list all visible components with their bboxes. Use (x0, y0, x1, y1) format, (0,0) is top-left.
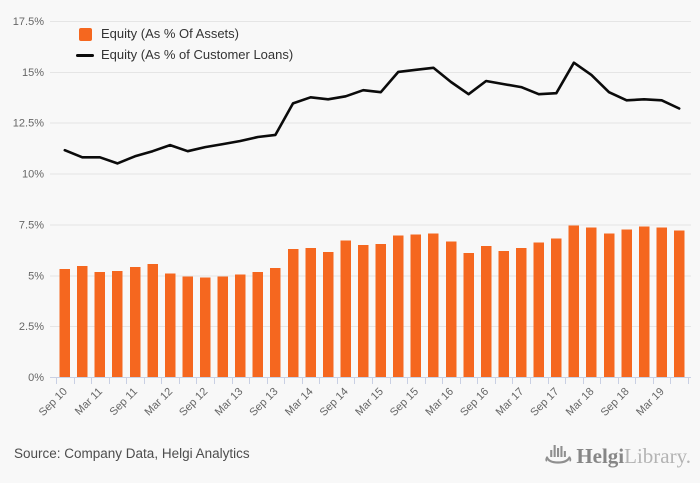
bar[interactable] (252, 272, 264, 377)
bar-series-swatch-icon (79, 27, 92, 41)
y-axis-labels: 0% 2.5% 5% 7.5% 10% 12.5% 15% 17.5% (13, 16, 44, 384)
bar[interactable] (182, 276, 193, 377)
bar[interactable] (147, 264, 158, 377)
y-tick-label: 7.5% (19, 219, 44, 231)
legend-item-equity-loans[interactable]: Equity (As % of Customer Loans) (75, 47, 294, 63)
bar[interactable] (322, 251, 334, 377)
source-text: Source: Company Data, Helgi Analytics (14, 446, 250, 461)
bar[interactable] (112, 271, 123, 377)
x-tick-label: Mar 16 (423, 386, 456, 419)
y-tick-label: 15% (22, 67, 44, 79)
y-tick-label: 12.5% (13, 118, 44, 130)
bar[interactable] (199, 277, 211, 377)
x-tick-label: Sep 14 (318, 386, 351, 419)
footer: Source: Company Data, Helgi Analytics He… (0, 432, 700, 483)
bar[interactable] (340, 240, 351, 377)
bar[interactable] (164, 273, 176, 377)
legend: Equity (As % Of Assets) Equity (As % of … (75, 26, 294, 63)
x-tick-label: Mar 17 (494, 386, 527, 419)
bar[interactable] (551, 238, 562, 377)
bar[interactable] (463, 252, 474, 377)
bar[interactable] (638, 226, 650, 377)
bar[interactable] (603, 233, 615, 377)
bar[interactable] (305, 247, 316, 377)
bar[interactable] (393, 235, 404, 377)
chart-canvas: 0% 2.5% 5% 7.5% 10% 12.5% 15% 17.5% Sep 10 Mar 11… (13, 16, 691, 419)
x-tick-label: Sep 17 (528, 386, 561, 419)
bar[interactable] (445, 241, 457, 377)
x-tick-label: Sep 12 (177, 386, 210, 419)
legend-swatch-box (75, 53, 94, 57)
bar[interactable] (235, 274, 246, 377)
bar[interactable] (498, 250, 509, 377)
legend-item-equity-assets[interactable]: Equity (As % Of Assets) (75, 26, 293, 41)
bar[interactable] (77, 266, 88, 377)
bar[interactable] (533, 242, 545, 377)
bar[interactable] (480, 245, 492, 377)
x-axis (50, 377, 691, 384)
bar[interactable] (375, 243, 387, 377)
bar[interactable] (94, 272, 106, 377)
plot-area: 0% 2.5% 5% 7.5% 10% 12.5% 15% 17.5% Sep 10 Mar 11… (13, 16, 691, 419)
helgi-library-logo[interactable]: HelgiLibrary. (545, 442, 691, 467)
bar-series-equity-assets[interactable] (59, 225, 685, 377)
x-tick-label: Mar 13 (213, 386, 246, 419)
x-tick-label: Sep 13 (247, 386, 280, 419)
y-tick-label: 17.5% (13, 16, 44, 28)
x-tick-label: Mar 12 (143, 386, 176, 419)
x-tick-label: Mar 15 (353, 386, 386, 419)
x-axis-labels: Sep 10 Mar 11 Sep 11 Mar 12 Sep 12 Mar 13 Sep … (37, 386, 667, 419)
line-series-swatch-icon (76, 53, 94, 57)
bar[interactable] (515, 247, 527, 377)
bar[interactable] (357, 244, 369, 377)
logo-text-helgi: Helgi (576, 444, 625, 468)
bar[interactable] (59, 269, 71, 377)
x-tick-label: Mar 14 (283, 386, 316, 419)
y-tick-label: 5% (28, 270, 44, 282)
legend-label-equity-assets: Equity (As % Of Assets) (101, 26, 239, 41)
x-tick-label: Mar 19 (634, 386, 667, 419)
bar[interactable] (217, 276, 229, 377)
y-tick-label: 0% (28, 372, 44, 384)
viking-ship-icon (545, 445, 572, 464)
bar[interactable] (621, 229, 632, 377)
bar[interactable] (568, 225, 580, 377)
bar[interactable] (410, 234, 422, 377)
y-tick-label: 2.5% (19, 321, 44, 333)
bar[interactable] (270, 268, 281, 377)
bar[interactable] (673, 230, 685, 377)
line-series-equity-loans[interactable] (63, 61, 681, 165)
line-path[interactable] (63, 61, 681, 165)
logo-text: HelgiLibrary. (576, 446, 691, 467)
legend-swatch-box (75, 27, 94, 41)
x-tick-label: Mar 11 (73, 386, 105, 418)
bar[interactable] (129, 267, 141, 377)
bar[interactable] (656, 227, 667, 377)
x-tick-label: Sep 15 (388, 386, 421, 419)
x-tick-label: Mar 18 (564, 386, 597, 419)
bar[interactable] (428, 233, 439, 377)
y-tick-label: 10% (22, 169, 44, 181)
logo-text-library: Library. (624, 444, 691, 468)
legend-label-equity-loans: Equity (As % of Customer Loans) (101, 47, 294, 63)
x-tick-label: Sep 10 (37, 386, 70, 419)
x-tick-label: Sep 18 (599, 386, 632, 419)
x-tick-label: Sep 16 (458, 386, 491, 419)
x-tick-label: Sep 11 (108, 386, 141, 419)
bar[interactable] (287, 248, 299, 377)
bar[interactable] (586, 227, 597, 377)
